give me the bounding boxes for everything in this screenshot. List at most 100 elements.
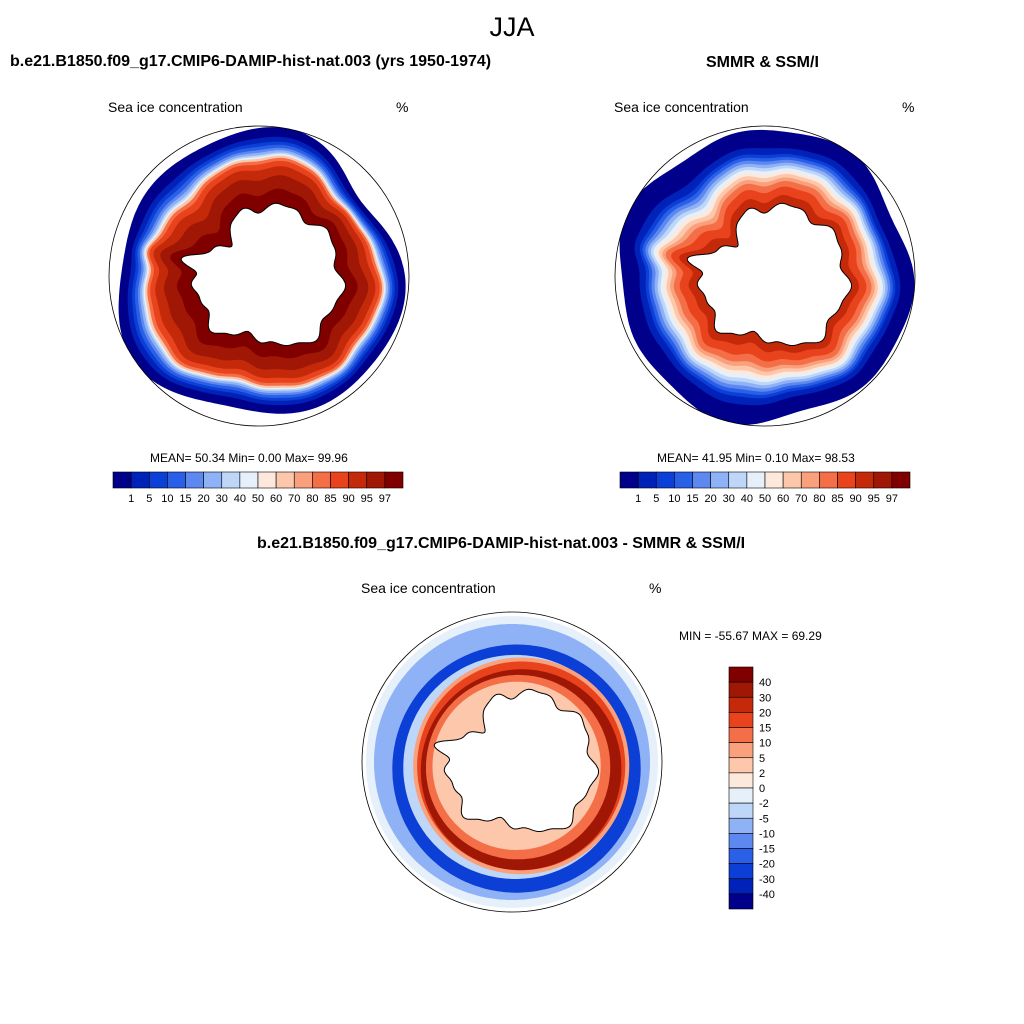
panel2-title: SMMR & SSM/I (706, 54, 819, 71)
colorbar-box (112, 471, 132, 489)
colorbar-tick-label: -2 (759, 798, 769, 810)
colorbar-box (800, 471, 820, 489)
colorbar-box (655, 471, 675, 489)
panel3-title: b.e21.B1850.f09_g17.CMIP6-DAMIP-hist-nat… (257, 535, 746, 552)
colorbar-box (674, 471, 693, 489)
colorbar-box (782, 471, 802, 489)
panel3-stats: MIN = -55.67 MAX = 69.29 (679, 629, 822, 643)
colorbar-tick-label: 30 (723, 493, 735, 505)
colorbar-box (728, 817, 754, 834)
colorbar-box (873, 471, 893, 489)
colorbar-tick-label: 97 (886, 493, 898, 505)
colorbar-tick-label: 5 (146, 493, 152, 505)
panel1-variable-label: Sea ice concentration (108, 99, 243, 115)
colorbar-tick-label: 50 (759, 493, 771, 505)
colorbar-tick-label: 40 (759, 677, 771, 689)
colorbar-tick-label: 40 (234, 493, 246, 505)
panel3-variable-label: Sea ice concentration (361, 580, 496, 596)
colorbar-tick-label: 95 (868, 493, 880, 505)
colorbar-box (710, 471, 730, 489)
colorbar-box (221, 471, 241, 489)
colorbar-box (348, 471, 368, 489)
panel3-antarctica-land (433, 688, 599, 832)
colorbar-box (130, 471, 150, 489)
colorbar-box (366, 471, 386, 489)
colorbar-box (728, 471, 748, 489)
panel1-antarctica-land (180, 202, 346, 346)
colorbar-box (619, 471, 639, 489)
colorbar-tick-label: -10 (759, 828, 775, 840)
colorbar-box (728, 863, 754, 880)
colorbar-tick-label: 20 (705, 493, 717, 505)
panel3-map (361, 611, 663, 913)
figure-title: JJA (489, 12, 535, 42)
colorbar-box (728, 787, 754, 804)
colorbar-tick-label: 60 (270, 493, 282, 505)
colorbar-tick-label: 20 (759, 707, 771, 719)
colorbar-box (728, 712, 754, 728)
colorbar-tick-label: -30 (759, 874, 775, 886)
panel2-stats: MEAN= 41.95 Min= 0.10 Max= 98.53 (657, 451, 855, 465)
panel1-map (108, 125, 410, 427)
panel2-units-label: % (902, 99, 915, 115)
colorbar-box (275, 471, 295, 489)
panel2-map-border (614, 125, 916, 427)
colorbar-tick-label: 80 (306, 493, 318, 505)
colorbar-tick-label: 15 (686, 493, 698, 505)
colorbar-box (728, 666, 754, 683)
colorbar-tick-label: 85 (324, 493, 336, 505)
colorbar-tick-label: 95 (361, 493, 373, 505)
colorbar-tick-label: -20 (759, 859, 775, 871)
colorbar-tick-label: 40 (741, 493, 753, 505)
colorbar-tick-label: 90 (850, 493, 862, 505)
colorbar-box (728, 727, 754, 743)
colorbar-box (746, 471, 766, 489)
colorbar-box (257, 471, 277, 489)
colorbar-tick-label: -5 (759, 813, 769, 825)
colorbar-box (891, 471, 911, 489)
panel2-antarctica-land (686, 202, 852, 346)
colorbar-tick-label: 70 (795, 493, 807, 505)
panel2-variable-label: Sea ice concentration (614, 99, 749, 115)
colorbar-box (728, 757, 754, 774)
colorbar-box (185, 471, 204, 489)
panel1-colorbar: 1 5 10 15 20 30 40 50 60 70 80 85 90 95 97 (112, 471, 404, 505)
panel2-map (614, 125, 916, 427)
colorbar-tick-label: 15 (759, 723, 771, 735)
panel1-stats: MEAN= 50.34 Min= 0.00 Max= 99.96 (150, 451, 348, 465)
colorbar-box (167, 471, 186, 489)
panel2-colorbar: 1 5 10 15 20 30 40 50 60 70 80 85 90 95 97 (619, 471, 911, 505)
colorbar-tick-label: 97 (379, 493, 391, 505)
colorbar-box (293, 471, 313, 489)
colorbar-tick-label: -15 (759, 844, 775, 856)
colorbar-tick-label: 80 (813, 493, 825, 505)
colorbar-box (764, 471, 784, 489)
colorbar-box (728, 878, 754, 895)
colorbar-box (384, 471, 404, 489)
colorbar-box (330, 471, 349, 489)
colorbar-tick-label: 70 (288, 493, 300, 505)
colorbar-box (203, 471, 223, 489)
colorbar-tick-label: 15 (179, 493, 191, 505)
colorbar-tick-label: 1 (635, 493, 641, 505)
colorbar-box (637, 471, 657, 489)
colorbar-tick-label: 30 (216, 493, 228, 505)
colorbar-tick-label: 10 (759, 738, 771, 750)
colorbar-box (855, 471, 875, 489)
colorbar-tick-label: -40 (759, 889, 775, 901)
colorbar-tick-label: 10 (161, 493, 173, 505)
colorbar-box (148, 471, 168, 489)
colorbar-box (728, 772, 754, 789)
panel1-title: b.e21.B1850.f09_g17.CMIP6-DAMIP-hist-nat… (10, 53, 492, 70)
colorbar-box (728, 833, 754, 849)
colorbar-box (819, 471, 838, 489)
colorbar-tick-label: 30 (759, 692, 771, 704)
colorbar-box (728, 802, 754, 819)
colorbar-box (728, 681, 754, 698)
panel1-units-label: % (396, 99, 409, 115)
colorbar-tick-label: 60 (777, 493, 789, 505)
colorbar-box (728, 848, 754, 864)
colorbar-tick-label: 10 (668, 493, 680, 505)
